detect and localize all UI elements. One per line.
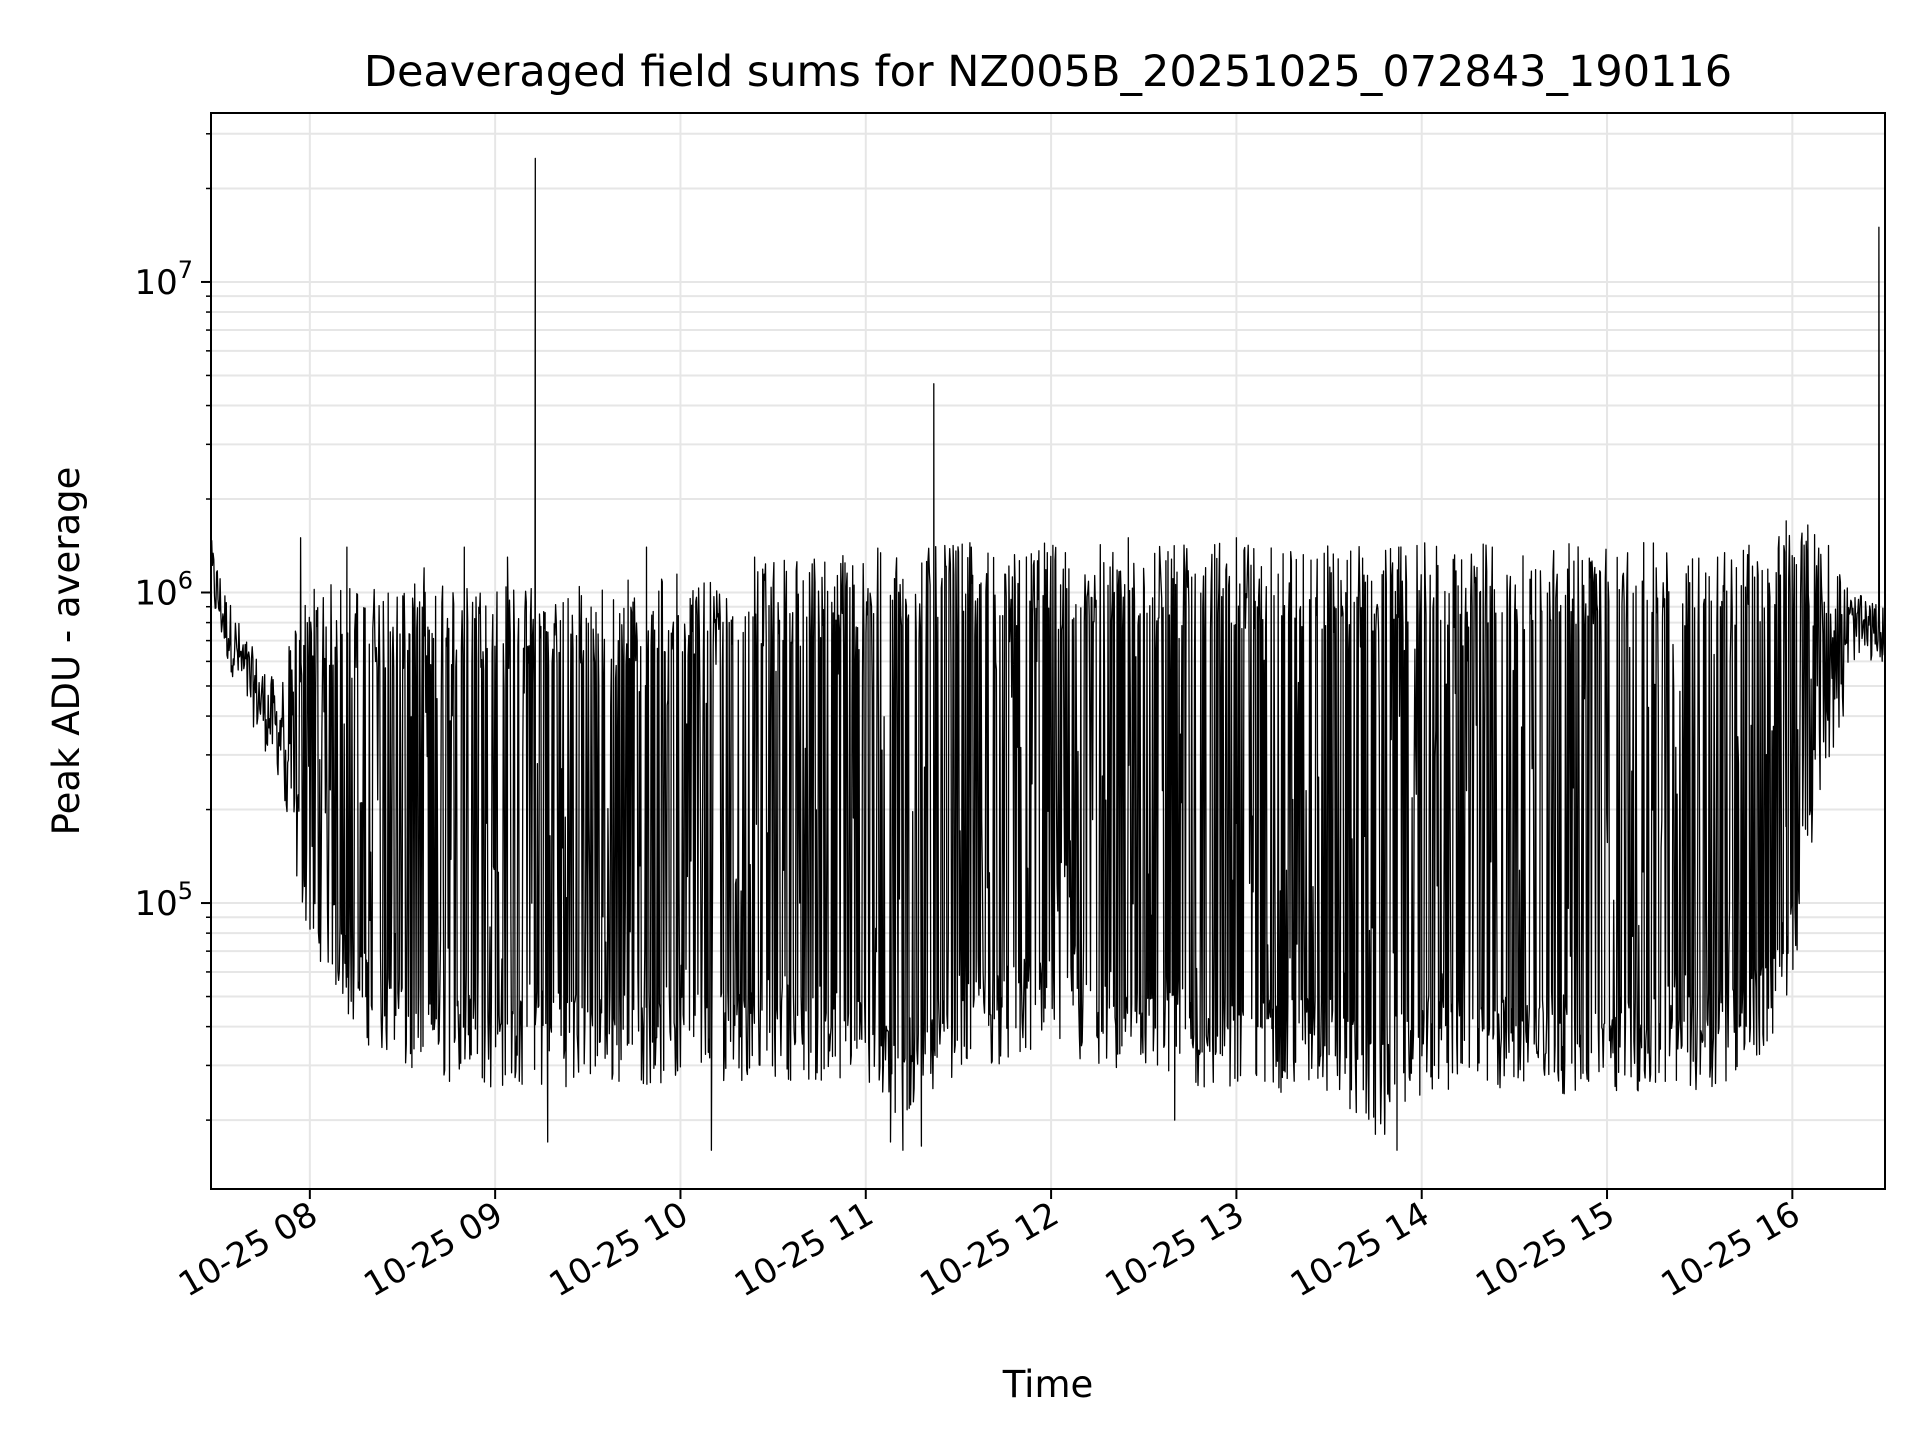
y-tick-label: 107 bbox=[134, 256, 193, 303]
chart-title: Deaveraged field sums for NZ005B_2025102… bbox=[364, 47, 1732, 97]
y-tick-label: 106 bbox=[134, 567, 193, 614]
data-line bbox=[210, 157, 1886, 1151]
y-tick-label: 105 bbox=[134, 877, 193, 924]
y-axis-label: Peak ADU - average bbox=[45, 467, 88, 836]
data-series bbox=[210, 157, 1886, 1151]
plot-frame bbox=[210, 112, 1886, 1190]
x-axis-label: Time bbox=[1002, 1363, 1094, 1406]
